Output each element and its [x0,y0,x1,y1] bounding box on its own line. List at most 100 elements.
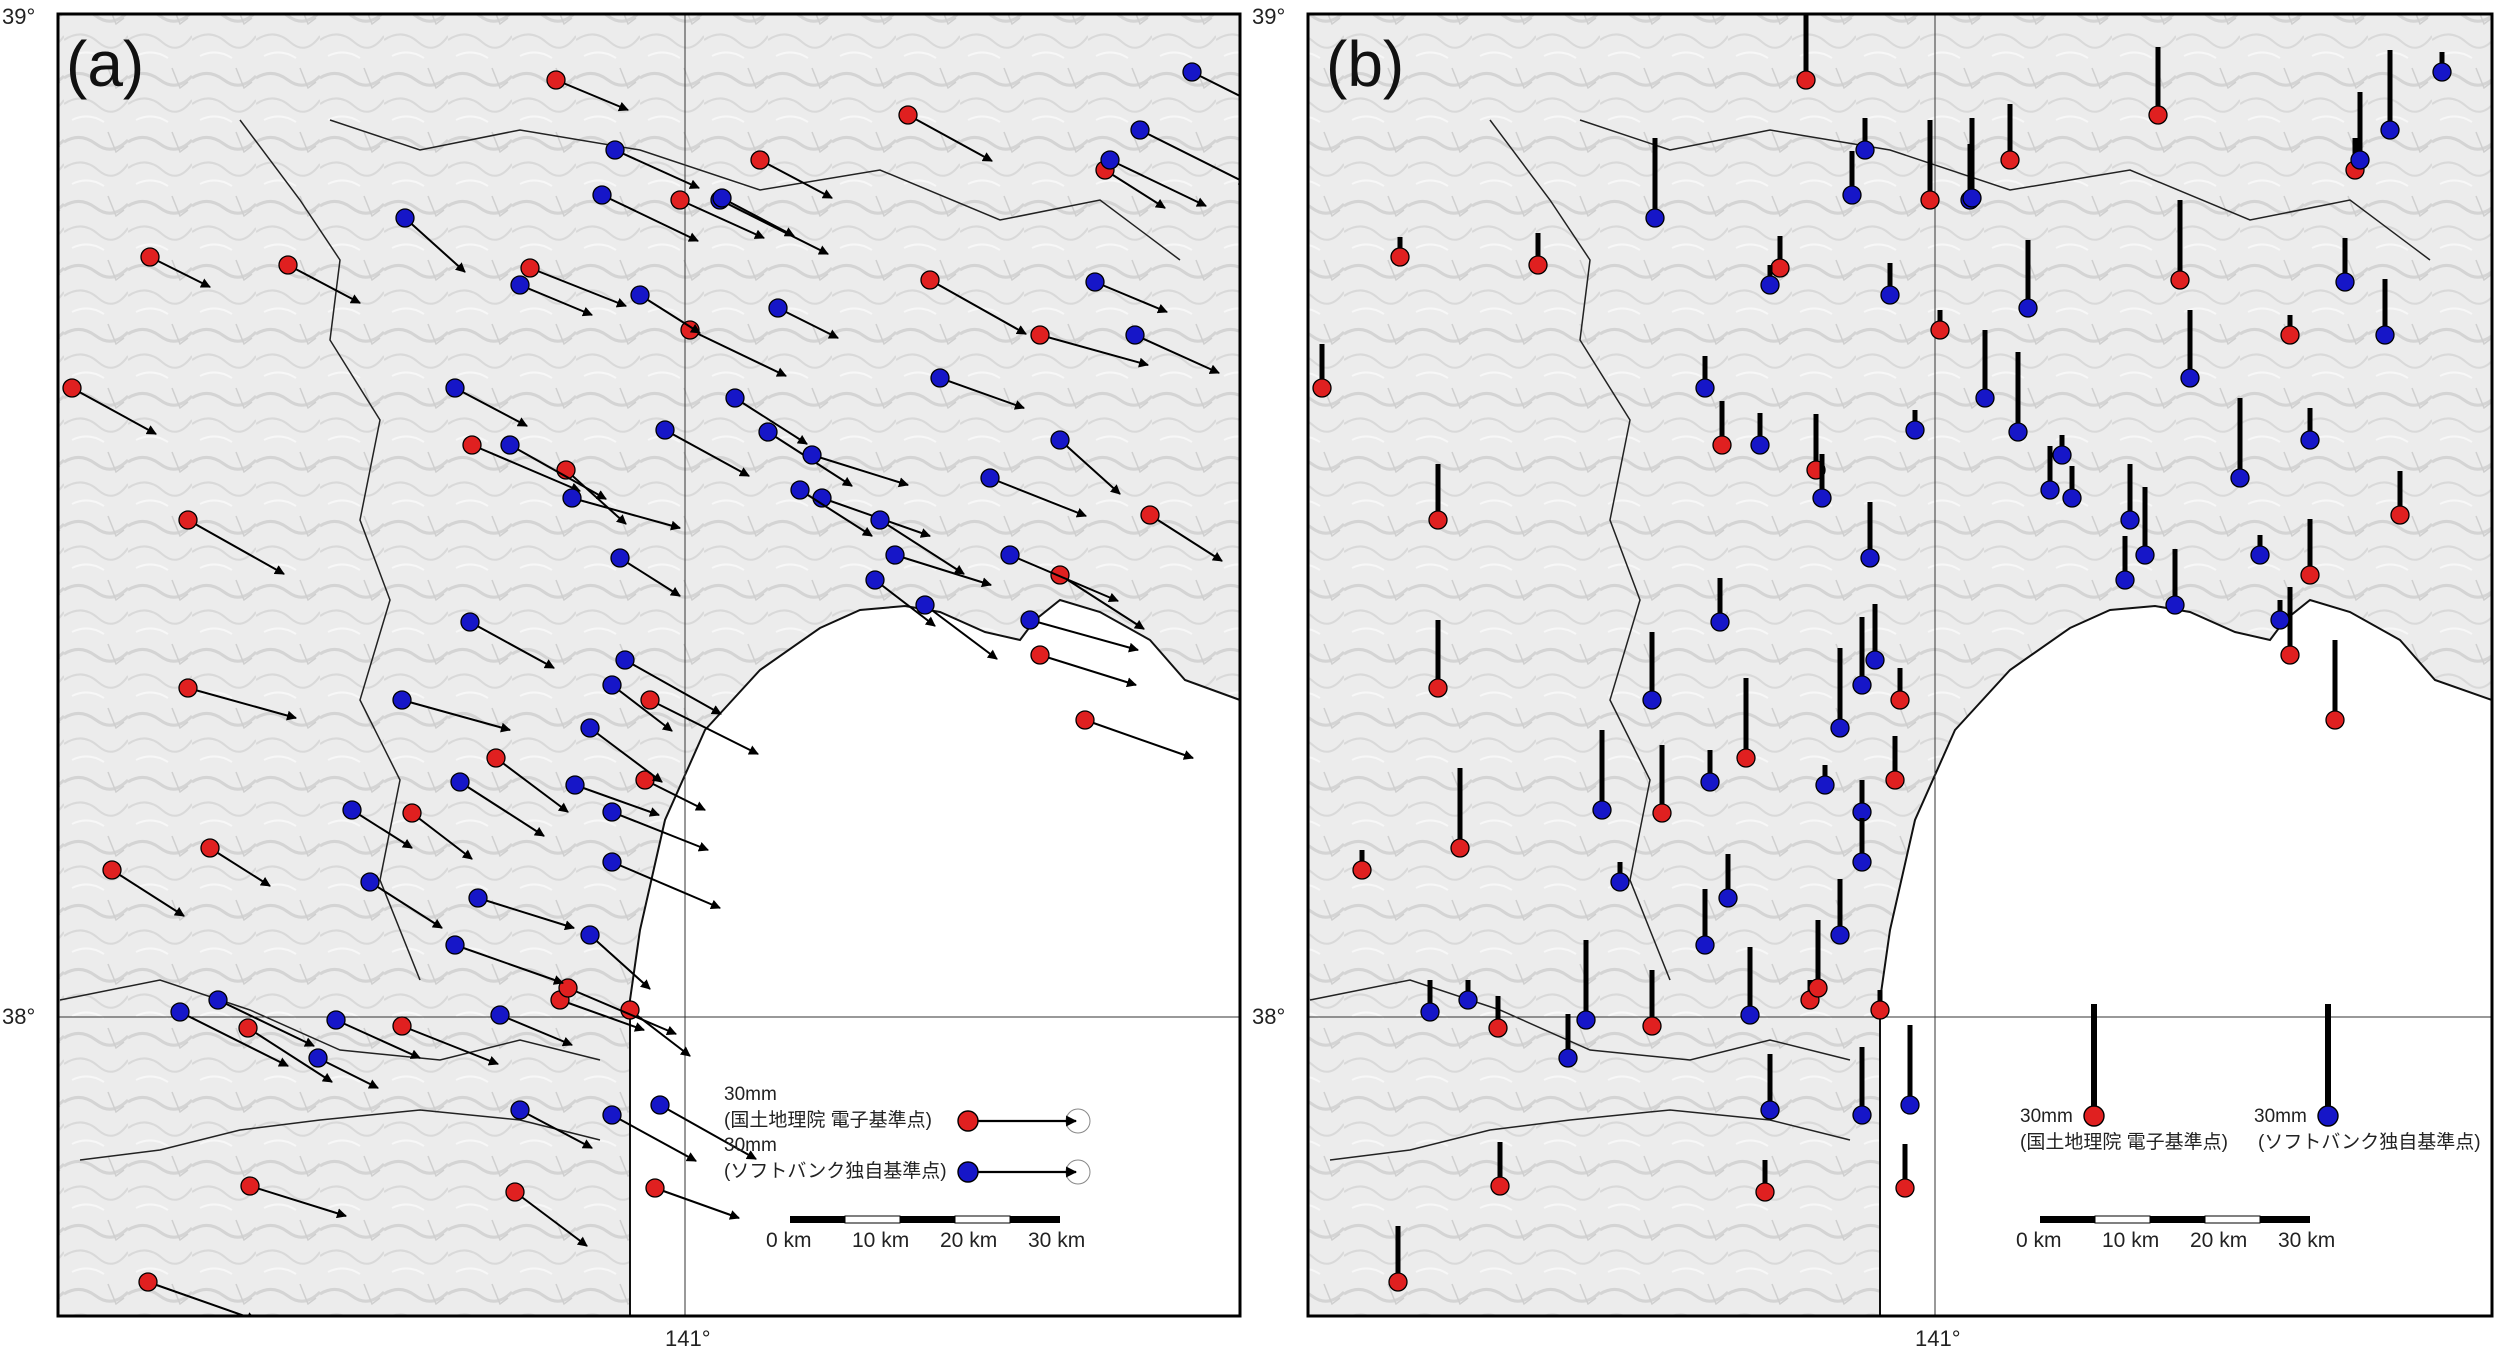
displacement-vector [679,199,765,239]
gsi-station-marker [2148,105,2168,125]
softbank-station-marker [725,388,745,408]
gsi-station-marker [1490,1176,1510,1196]
gsi-station-marker [1770,258,1790,278]
scale-seg-a5 [1010,1216,1060,1223]
panel-b: (b) 39° 38° 141° 30mm (国土地理院 電子基準点) 30mm… [1252,4,2494,1351]
gsi-station-marker [1890,690,1910,710]
displacement-vector [1149,514,1223,562]
admin-boundary-a4 [79,1109,601,1161]
softbank-station-marker [500,435,520,455]
displacement-vector [611,1114,697,1162]
displacement-vector [514,1191,588,1247]
gsi-station-marker [392,1016,412,1036]
softbank-station-marker [2180,368,2200,388]
panel-a: (a) 39° 38° 141° 30mm (国土地理院 電子基準点) 30mm… [2,4,1242,1351]
displacement-vector [369,881,443,929]
softbank-station-marker [392,690,412,710]
gsi-station-marker [505,1182,525,1202]
scale-tick-a-20: 20 km [940,1229,997,1252]
legend-sb-label-b: (ソフトバンク独自基準点) [2258,1131,2481,1153]
gsi-station-marker [462,435,482,455]
softbank-station-marker [2375,325,2395,345]
displacement-vector [1029,619,1139,653]
lat-label-top-b: 39° [1252,4,1285,29]
softbank-station-marker [2018,298,2038,318]
gsi-station-marker [1736,748,1756,768]
softbank-station-marker [1815,775,1835,795]
displacement-vector [719,199,829,255]
gsi-station-marker [1885,770,1905,790]
displacement-vector [649,699,759,755]
displacement-vector [499,1014,573,1047]
softbank-station-marker [650,1095,670,1115]
displacement-vector [317,1057,379,1089]
gsi-station-marker [178,510,198,530]
gsi-station-marker [1920,190,1940,210]
softbank-station-marker [1125,325,1145,345]
softbank-station-marker [2120,510,2140,530]
softbank-station-marker [2432,62,2452,82]
gsi-station-marker [640,690,660,710]
legend-mm-label-b: 30mm [2020,1106,2073,1127]
softbank-station-marker [1020,610,1040,630]
displacement-vector [209,847,271,887]
displacement-vector [411,812,473,860]
gsi-station-marker [1808,978,1828,998]
scale-seg-b1 [2040,1216,2095,1223]
admin-boundary-a1 [239,119,421,981]
scale-bar-a: 0 km 10 km 20 km 30 km [766,1215,1085,1252]
frame-b [1306,12,2494,1318]
displacement-vector [929,279,1027,335]
displacement-vector [1059,439,1121,495]
softbank-station-marker [1905,420,1925,440]
displacement-vector [147,1281,257,1316]
displacement-vector [659,1104,757,1160]
softbank-station-marker [1085,272,1105,292]
gsi-station-marker [138,1272,158,1292]
lon-label-bottom-a: 141° [665,1326,711,1351]
scale-seg-a3 [900,1216,955,1223]
gsi-station-marker [1652,803,1672,823]
sea-a [629,598,1240,1316]
softbank-station-marker [460,612,480,632]
softbank-station-marker [1576,1010,1596,1030]
gsi-station-marker [1895,1178,1915,1198]
displacement-vector [351,809,413,849]
displacement-vector [879,519,965,575]
softbank-station-marker [1842,185,1862,205]
displacement-vector [1134,334,1220,374]
displacement-vector [555,79,629,112]
softbank-station-marker [1182,62,1202,82]
gsi-station-marker [2170,270,2190,290]
scale-tick-b-10: 10 km [2102,1229,2159,1252]
softbank-station-marker [468,888,488,908]
panel-label-b: (b) [1326,28,1404,100]
softbank-station-marker [2300,430,2320,450]
legend-sb-marker-b [2317,1105,2339,1127]
gsi-station-marker [1796,70,1816,90]
softbank-station-marker [1962,188,1982,208]
softbank-station-marker [758,422,778,442]
softbank-station-marker [1812,488,1832,508]
softbank-station-marker [1865,650,1885,670]
gsi-station-marker [238,1018,258,1038]
gsi-station-marker [1870,1000,1890,1020]
softbank-station-marker [360,872,380,892]
gsi-station-marker [1428,510,1448,530]
displacement-vector [179,1011,289,1067]
displacement-vector [477,897,575,931]
displacement-vector [589,934,651,990]
legend-mm-label-b2: 30mm [2254,1106,2307,1127]
displacement-vector [924,604,998,660]
softbank-station-marker [790,480,810,500]
softbank-station-marker [1130,120,1150,140]
gsi-station-marker [1050,565,1070,585]
gsi-station-marker [278,255,298,275]
legend-gsi-label-a: (国土地理院 電子基準点) [724,1109,932,1131]
softbank-station-marker [1860,548,1880,568]
softbank-station-marker [1645,208,1665,228]
softbank-station-marker [1750,435,1770,455]
map-a [58,14,1240,1316]
softbank-station-marker [2135,545,2155,565]
displacement-vector [529,267,627,308]
